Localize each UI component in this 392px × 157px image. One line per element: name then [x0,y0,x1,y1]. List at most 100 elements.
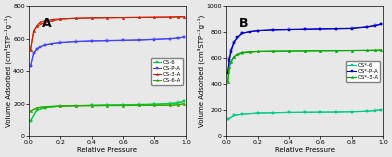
CS*-3-A [302,50,307,52]
CS-3-A [74,17,78,19]
CS*-6 [373,110,377,112]
Line: CS-P-A: CS-P-A [29,36,185,67]
Legend: CS-6, CS-P-A, CS-3-A, CS-6-A: CS-6, CS-P-A, CS-3-A, CS-6-A [151,58,183,85]
CS*-3-A [334,50,338,52]
CS-6-A [58,105,63,107]
CS-3-A [152,16,157,18]
CS-6-A [152,104,157,106]
CS*-3-A [318,50,323,52]
CS*-P-A [373,25,377,27]
CS-6 [136,104,141,106]
Y-axis label: Volume Adsorbed (cm³STP⁻¹g⁻¹): Volume Adsorbed (cm³STP⁻¹g⁻¹) [198,15,205,127]
CS*-3-A [287,50,291,52]
CS*-P-A [287,29,291,30]
CS-3-A [28,49,33,51]
CS-6-A [182,103,187,105]
CS*-6 [271,112,276,114]
CS-P-A [58,42,63,44]
CS-6 [28,120,33,122]
CS-P-A [74,41,78,43]
CS-3-A [34,25,39,27]
Line: CS-6: CS-6 [29,100,185,122]
CS*-P-A [365,26,370,28]
CS-6 [168,103,172,105]
CS-6-A [74,105,78,107]
CS-P-A [168,38,172,40]
X-axis label: Relative Pressure: Relative Pressure [77,147,137,153]
CS-3-A [121,17,125,19]
CS-P-A [152,39,157,41]
CS*-3-A [235,53,240,55]
CS*-P-A [379,23,384,25]
CS-3-A [176,16,180,18]
CS*-3-A [240,51,244,53]
CS*-P-A [318,28,323,30]
CS*-P-A [227,59,232,60]
CS*-P-A [229,51,233,53]
CS-P-A [38,46,42,48]
CS-P-A [121,40,125,41]
CS*-6 [225,118,230,120]
CS*-3-A [373,49,377,51]
CS*-3-A [365,49,370,51]
CS-6-A [136,104,141,106]
CS-3-A [50,19,55,20]
CS*-3-A [271,50,276,52]
CS*-6 [240,113,244,115]
CS*-6 [379,109,384,111]
CS*-P-A [302,28,307,30]
CS-P-A [89,40,94,42]
CS-P-A [136,39,141,41]
CS-3-A [182,16,187,18]
CS-3-A [38,22,42,23]
CS*-3-A [232,56,236,58]
CS-6 [152,103,157,105]
CS*-3-A [255,51,260,52]
CS-6 [182,100,187,102]
CS-6-A [28,110,33,112]
CS-3-A [58,18,63,20]
CS*-6 [365,110,370,112]
CS*-3-A [247,51,252,53]
CS-3-A [136,16,141,18]
CS-3-A [105,17,110,19]
Legend: CS*-6, CS*-P-A, CS*-3-A: CS*-6, CS*-P-A, CS*-3-A [346,61,380,81]
CS-3-A [89,17,94,19]
CS-P-A [28,65,33,67]
CS-P-A [42,44,47,46]
CS-6 [121,104,125,106]
CS-6-A [105,105,110,106]
CS-6 [34,109,39,111]
Line: CS*-P-A: CS*-P-A [227,23,383,74]
CS-6 [74,105,78,107]
CS*-P-A [334,28,338,30]
CS*-6 [334,111,338,113]
Line: CS-3-A: CS-3-A [29,16,185,51]
CS*-P-A [271,29,276,31]
CS*-6 [302,111,307,113]
CS-6-A [42,106,47,108]
CS*-6 [255,112,260,114]
CS-P-A [34,48,39,50]
CS-3-A [42,20,47,22]
CS-6 [58,105,63,107]
CS*-P-A [247,31,252,32]
CS-6-A [89,105,94,107]
CS*-P-A [240,32,244,34]
Text: B: B [239,17,248,30]
CS-6 [176,102,180,104]
Line: CS*-6: CS*-6 [227,108,383,120]
CS*-6 [318,111,323,113]
CS*-P-A [232,42,236,43]
Line: CS-6-A: CS-6-A [29,103,185,112]
CS-6-A [168,104,172,106]
Line: CS*-3-A: CS*-3-A [227,49,383,83]
CS-P-A [31,52,36,54]
CS*-P-A [255,30,260,32]
CS-6-A [121,105,125,106]
CS-P-A [105,40,110,42]
CS*-3-A [227,66,232,68]
CS-6 [42,107,47,109]
CS-6 [89,104,94,106]
CS-6 [105,104,110,106]
